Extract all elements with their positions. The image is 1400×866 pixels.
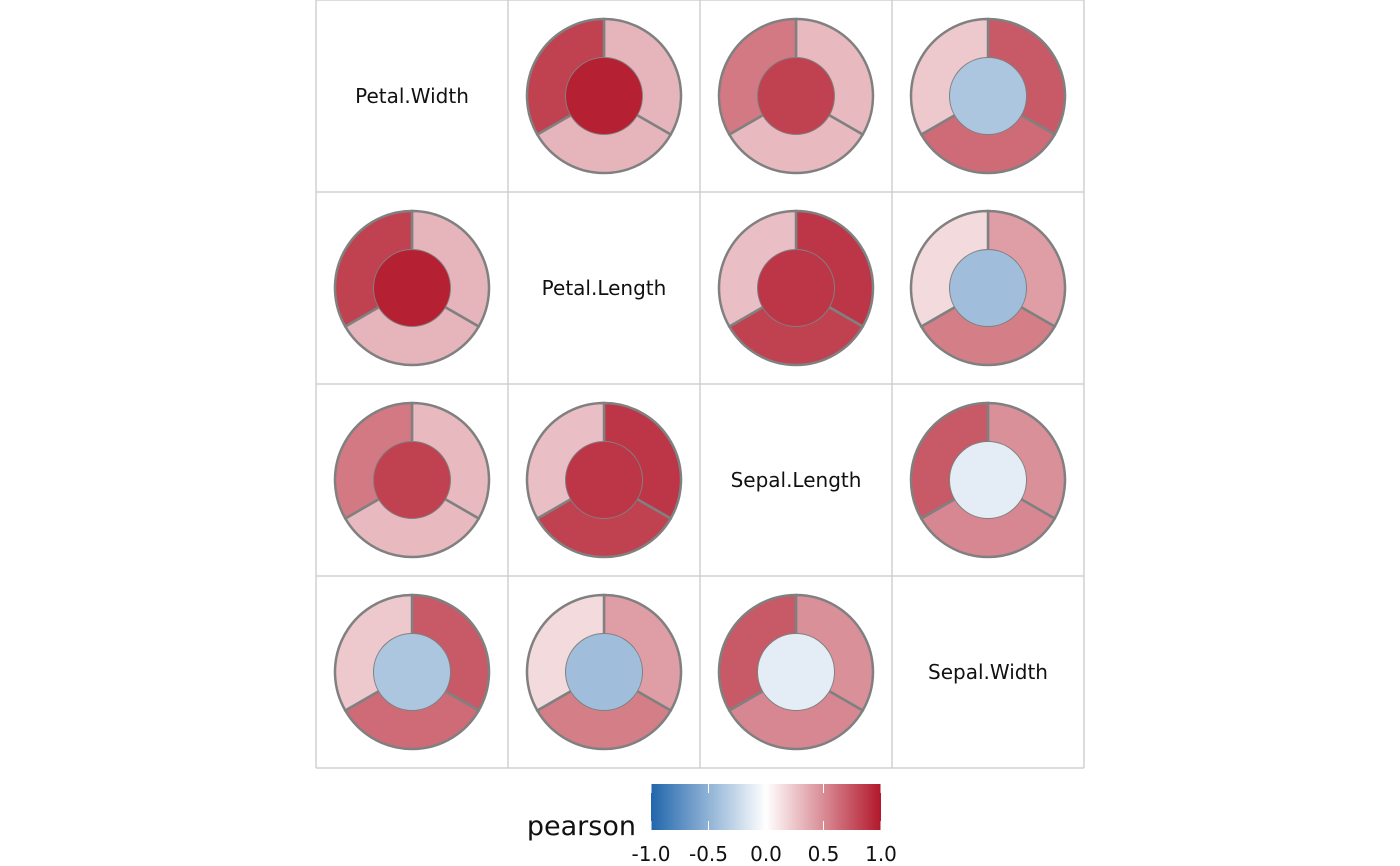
center-disc — [949, 441, 1027, 519]
center-disc — [565, 441, 643, 519]
legend-title: pearson — [527, 811, 636, 842]
center-disc — [565, 57, 643, 135]
center-disc — [565, 633, 643, 711]
legend-tick-label: 0.0 — [750, 842, 782, 866]
center-disc — [757, 249, 835, 327]
variable-label: Petal.Length — [542, 276, 667, 300]
center-disc — [757, 633, 835, 711]
variable-label: Sepal.Width — [928, 660, 1048, 684]
correlation-cell — [909, 17, 1067, 175]
legend-tick-label: 1.0 — [865, 842, 897, 866]
center-disc — [949, 249, 1027, 327]
correlation-cell — [333, 401, 491, 559]
center-disc — [373, 441, 451, 519]
correlation-cell — [525, 593, 683, 751]
correlation-cell — [717, 209, 875, 367]
correlation-cell — [717, 593, 875, 751]
legend-tick-label: -1.0 — [631, 842, 670, 866]
variable-label: Petal.Width — [355, 84, 469, 108]
correlation-cell — [525, 401, 683, 559]
correlation-cell — [909, 401, 1067, 559]
legend-tick-label: -0.5 — [689, 842, 728, 866]
correlation-cell — [333, 593, 491, 751]
grid — [315, 0, 1085, 769]
center-disc — [373, 633, 451, 711]
correlation-cell — [717, 17, 875, 175]
correlation-cell — [525, 17, 683, 175]
variable-label: Sepal.Length — [731, 468, 862, 492]
center-disc — [757, 57, 835, 135]
correlation-cell — [909, 209, 1067, 367]
correlation-cell — [333, 209, 491, 367]
legend-tick-label: 0.5 — [808, 842, 840, 866]
center-disc — [949, 57, 1027, 135]
center-disc — [373, 249, 451, 327]
